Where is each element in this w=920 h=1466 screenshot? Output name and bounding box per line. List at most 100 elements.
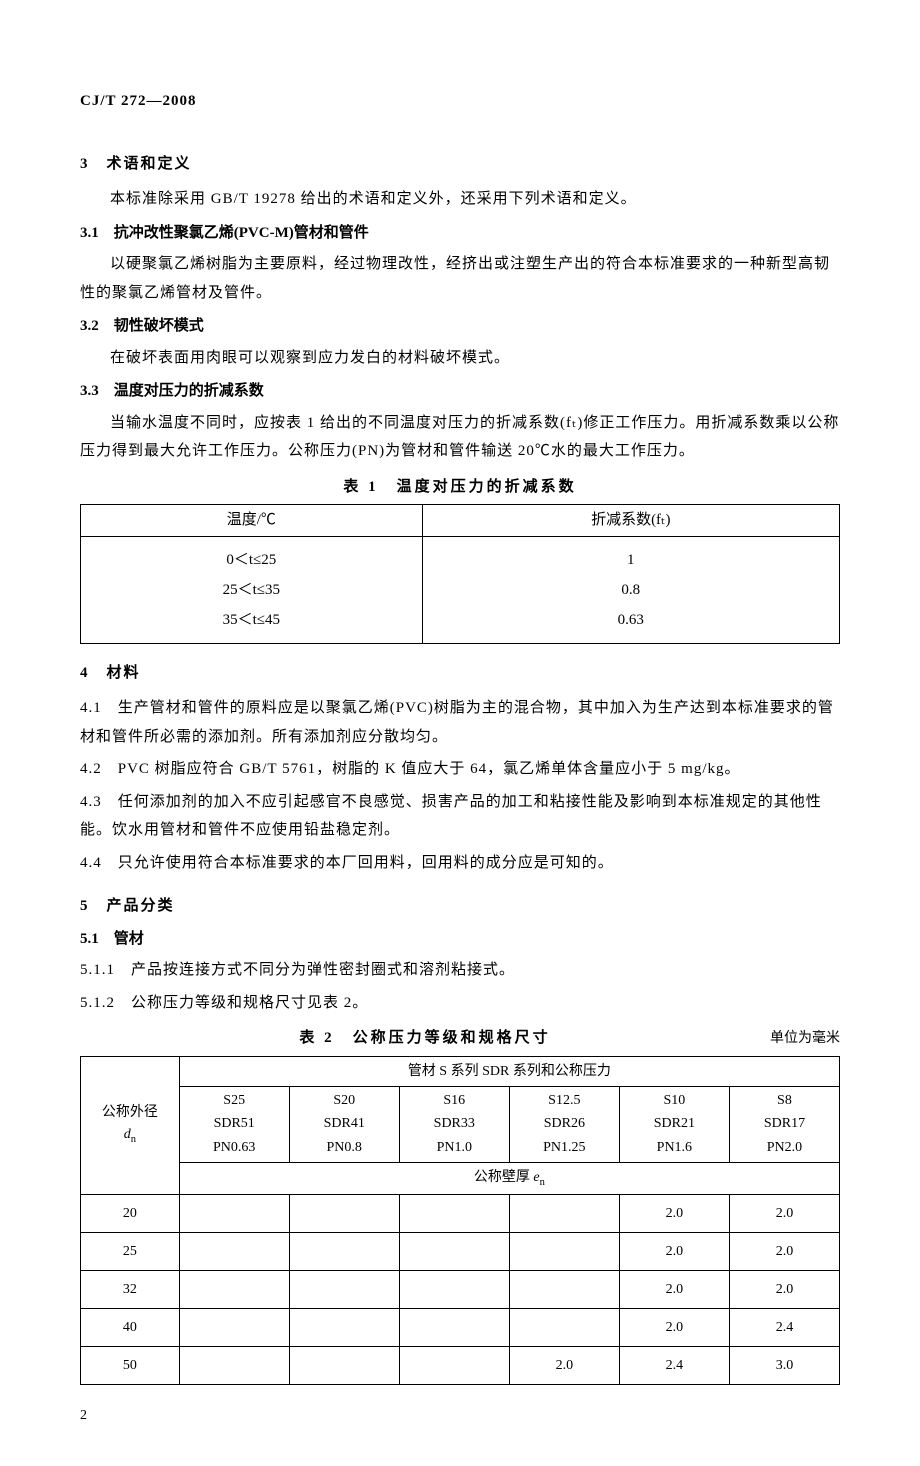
table-2-wall-header: 公称壁厚 en: [179, 1162, 839, 1195]
table2-pn-4: PN1.6: [620, 1136, 729, 1160]
table-1: 温度/℃ 折减系数(fₜ) 0＜t≤25 25＜t≤35 35＜t≤45 1 0…: [80, 504, 840, 644]
table-2-dn-4: 50: [81, 1347, 180, 1385]
table-2-cell: [399, 1347, 509, 1385]
table-2-dn-1: 25: [81, 1233, 180, 1271]
section-3-2-body: 在破坏表面用肉眼可以观察到应力发白的材料破坏模式。: [80, 344, 840, 373]
table-2-series-4: S10 SDR21 PN1.6: [619, 1086, 729, 1162]
table-1-factor-0: 1: [423, 545, 839, 575]
section-5-1-1: 5.1.1 产品按连接方式不同分为弹性密封圈式和溶剂粘接式。: [80, 956, 840, 985]
page-number: 2: [80, 1405, 840, 1426]
table2-s-4: S10: [620, 1089, 729, 1113]
section-3-3-body: 当输水温度不同时，应按表 1 给出的不同温度对压力的折减系数(fₜ)修正工作压力…: [80, 409, 840, 466]
table2-sdr-5: SDR17: [730, 1112, 839, 1136]
table-1-factors: 1 0.8 0.63: [422, 536, 839, 643]
table-2-row-header-label: 公称外径: [85, 1102, 175, 1124]
table-2-cell: [179, 1233, 289, 1271]
table-2-cell: [179, 1309, 289, 1347]
table2-pn-2: PN1.0: [400, 1136, 509, 1160]
table-2-series-1: S20 SDR41 PN0.8: [289, 1086, 399, 1162]
table-2: 公称外径 dn 管材 S 系列 SDR 系列和公称压力 S25 SDR51 PN…: [80, 1056, 840, 1386]
table2-pn-5: PN2.0: [730, 1136, 839, 1160]
table-2-cell: [399, 1233, 509, 1271]
section-4-2: 4.2 PVC 树脂应符合 GB/T 5761，树脂的 K 值应大于 64，氯乙…: [80, 755, 840, 784]
table2-sdr-1: SDR41: [290, 1112, 399, 1136]
section-4-1: 4.1 生产管材和管件的原料应是以聚氯乙烯(PVC)树脂为主的混合物，其中加入为…: [80, 694, 840, 751]
table-2-cell: [179, 1347, 289, 1385]
table2-sdr-2: SDR33: [400, 1112, 509, 1136]
table-2-cell: 2.0: [509, 1347, 619, 1385]
table-2-caption: 表 2 公称压力等级和规格尺寸: [80, 1027, 770, 1050]
table-2-dn-3: 40: [81, 1309, 180, 1347]
table-2-cell: [509, 1309, 619, 1347]
table-1-temp-0: 0＜t≤25: [81, 545, 422, 575]
table-2-cell: [289, 1233, 399, 1271]
table-2-series-2: S16 SDR33 PN1.0: [399, 1086, 509, 1162]
section-5-1-2: 5.1.2 公称压力等级和规格尺寸见表 2。: [80, 989, 840, 1018]
table2-s-3: S12.5: [510, 1089, 619, 1113]
section-3-2-title: 3.2 韧性破坏模式: [80, 315, 840, 338]
table2-sdr-0: SDR51: [180, 1112, 289, 1136]
table-row: 40 2.0 2.4: [81, 1309, 840, 1347]
table-2-row-header: 公称外径 dn: [81, 1056, 180, 1195]
table2-s-2: S16: [400, 1089, 509, 1113]
section-3-1-body: 以硬聚氯乙烯树脂为主要原料，经过物理改性，经挤出或注塑生产出的符合本标准要求的一…: [80, 250, 840, 307]
table2-s-1: S20: [290, 1089, 399, 1113]
table2-pn-3: PN1.25: [510, 1136, 619, 1160]
table-1-temp-2: 35＜t≤45: [81, 605, 422, 635]
table-2-cell: 2.0: [619, 1233, 729, 1271]
table-2-cell: 2.0: [729, 1271, 839, 1309]
section-3-title: 3 术语和定义: [80, 153, 840, 176]
table-2-cell: 2.4: [729, 1309, 839, 1347]
section-3-1-title: 3.1 抗冲改性聚氯乙烯(PVC-M)管材和管件: [80, 222, 840, 245]
table-2-cell: 2.0: [619, 1195, 729, 1233]
table-2-cell: 2.0: [619, 1309, 729, 1347]
table2-sdr-3: SDR26: [510, 1112, 619, 1136]
table-2-cell: [289, 1195, 399, 1233]
table-1-temps: 0＜t≤25 25＜t≤35 35＜t≤45: [81, 536, 423, 643]
section-5-1-title: 5.1 管材: [80, 928, 840, 951]
table2-sdr-4: SDR21: [620, 1112, 729, 1136]
table-1-temp-1: 25＜t≤35: [81, 575, 422, 605]
table-2-cell: [509, 1195, 619, 1233]
section-4-3: 4.3 任何添加剂的加入不应引起感官不良感觉、损害产品的加工和粘接性能及影响到本…: [80, 788, 840, 845]
table-2-group-header: 管材 S 系列 SDR 系列和公称压力: [179, 1056, 839, 1086]
table-2-cell: 3.0: [729, 1347, 839, 1385]
standard-number: CJ/T 272—2008: [80, 90, 840, 113]
table2-s-5: S8: [730, 1089, 839, 1113]
table-2-cell: 2.0: [729, 1233, 839, 1271]
table-2-cell: [179, 1271, 289, 1309]
table-2-cell: [399, 1309, 509, 1347]
table-2-dn-2: 32: [81, 1271, 180, 1309]
table-1-factor-2: 0.63: [423, 605, 839, 635]
table-2-cell: [289, 1271, 399, 1309]
table-2-cell: [399, 1271, 509, 1309]
table2-s-0: S25: [180, 1089, 289, 1113]
table-1-col2-header: 折减系数(fₜ): [422, 505, 839, 537]
table-2-row-header-symbol: dn: [85, 1124, 175, 1149]
table-row: 50 2.0 2.4 3.0: [81, 1347, 840, 1385]
table-2-cell: [509, 1233, 619, 1271]
table-2-cell: [399, 1195, 509, 1233]
table-row: 20 2.0 2.0: [81, 1195, 840, 1233]
table-2-cell: [289, 1347, 399, 1385]
table-2-unit: 单位为毫米: [770, 1028, 840, 1049]
table-2-series-3: S12.5 SDR26 PN1.25: [509, 1086, 619, 1162]
section-4-4: 4.4 只允许使用符合本标准要求的本厂回用料，回用料的成分应是可知的。: [80, 849, 840, 878]
table-2-series-0: S25 SDR51 PN0.63: [179, 1086, 289, 1162]
table2-pn-0: PN0.63: [180, 1136, 289, 1160]
table-2-cell: [179, 1195, 289, 1233]
table-row: 25 2.0 2.0: [81, 1233, 840, 1271]
section-4-title: 4 材料: [80, 662, 840, 685]
table-2-dn-0: 20: [81, 1195, 180, 1233]
table-2-cell: [289, 1309, 399, 1347]
table-1-factor-1: 0.8: [423, 575, 839, 605]
section-5-title: 5 产品分类: [80, 895, 840, 918]
table-1-caption: 表 1 温度对压力的折减系数: [80, 476, 840, 499]
table-2-series-5: S8 SDR17 PN2.0: [729, 1086, 839, 1162]
table2-pn-1: PN0.8: [290, 1136, 399, 1160]
table-row: 32 2.0 2.0: [81, 1271, 840, 1309]
table-1-col1-header: 温度/℃: [81, 505, 423, 537]
section-3-intro: 本标准除采用 GB/T 19278 给出的术语和定义外，还采用下列术语和定义。: [80, 185, 840, 214]
table-2-cell: 2.0: [729, 1195, 839, 1233]
table-2-cell: 2.4: [619, 1347, 729, 1385]
